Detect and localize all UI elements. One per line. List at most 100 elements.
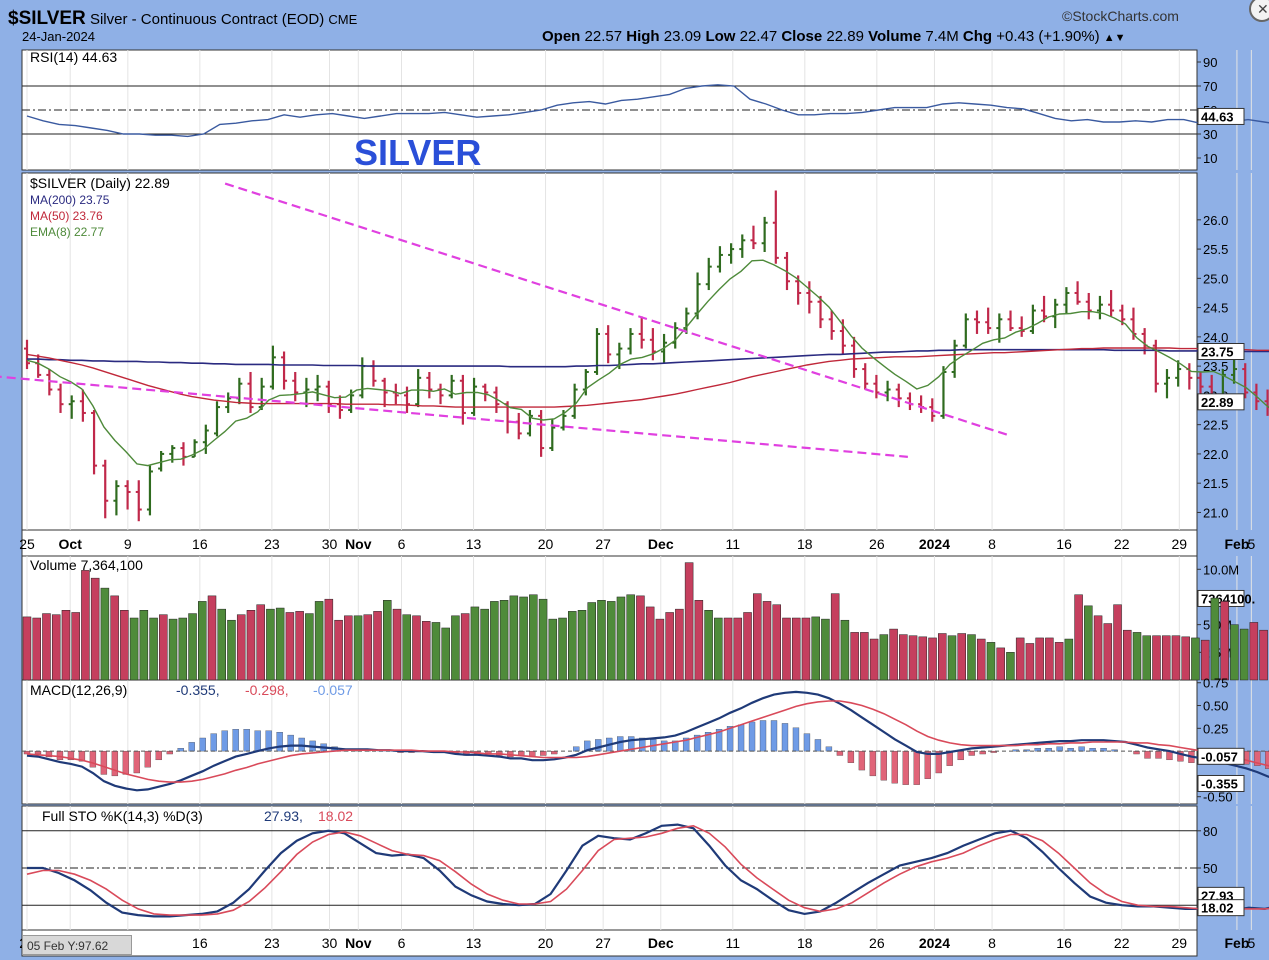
macd-histogram-bar: [803, 733, 811, 752]
volume-bar: [285, 612, 295, 681]
sto-d-marker-box: [1197, 899, 1245, 917]
macd-marker-box: [1197, 774, 1245, 792]
volume-bar: [548, 618, 558, 681]
ma50-label: MA(50) 23.76: [30, 209, 103, 223]
volume-bar: [1191, 637, 1200, 681]
price-bar: [571, 383, 578, 419]
price-bar: [627, 328, 634, 355]
macd-histogram-bar: [968, 750, 975, 756]
price-bar: [951, 339, 958, 378]
volume-bar: [976, 638, 986, 681]
volume-bar: [509, 595, 519, 681]
volume-bar: [967, 634, 976, 681]
sto-label: Full STO %K(14,3) %D(3): [42, 808, 203, 824]
date-tick-label: 30: [322, 935, 338, 951]
volume-bar: [714, 617, 723, 681]
macd-histogram-bar: [1144, 750, 1151, 759]
volume-bar: [675, 608, 684, 681]
date-tick-label: 13: [466, 536, 482, 552]
ohlc-line: Open 22.57 High 23.09 Low 22.47 Close 22…: [542, 28, 1126, 45]
price-bar: [1074, 281, 1081, 305]
macd-histogram-bar: [660, 740, 668, 752]
symbol: $SILVER: [8, 8, 86, 29]
volume-bar: [470, 606, 480, 681]
volume-bar: [587, 602, 596, 681]
price-bar: [783, 252, 790, 291]
price-bar: [426, 371, 433, 399]
sto-k-value: 27.93,: [264, 808, 303, 824]
macd-histogram-bar: [221, 730, 228, 752]
volume-bar: [538, 598, 548, 681]
date-tick-label: 27: [595, 536, 611, 552]
chg-menu-icon[interactable]: ▲▼: [1103, 32, 1126, 44]
low-value: 22.47: [739, 28, 778, 45]
price-bar: [57, 383, 64, 413]
rsi-marker-box: [1197, 107, 1245, 125]
volume-bar: [791, 617, 801, 681]
volume-bar: [412, 615, 421, 681]
date-axis-strip-bottom: [21, 929, 1198, 957]
brand-logo[interactable]: ©StockCharts.com: [1062, 8, 1179, 24]
price-bar: [124, 480, 131, 510]
macd-histogram-bar: [243, 729, 250, 752]
chg-label: Chg: [962, 28, 993, 45]
volume-bar: [1152, 635, 1161, 681]
volume-bar: [938, 633, 947, 681]
volume-bar: [762, 601, 772, 681]
price-bar: [806, 281, 813, 314]
date-axis-strip: [21, 529, 1198, 557]
date-tick-label: 20: [538, 536, 554, 552]
volume-bar: [120, 610, 129, 681]
volume-bar: [1093, 615, 1103, 681]
volume-bar: [499, 600, 509, 681]
ma-marker-box: [1197, 343, 1245, 360]
price-bar: [1163, 369, 1170, 399]
price-bar: [213, 401, 220, 437]
macd-histogram-bar: [880, 750, 888, 781]
price-bar: [1175, 360, 1182, 387]
volume-bar: [1103, 623, 1113, 681]
volume-bar: [460, 613, 470, 681]
ema8-line: [26, 259, 1269, 467]
price-bar: [940, 366, 947, 419]
volume-bar: [733, 617, 743, 681]
price-bar: [1108, 290, 1115, 317]
macd-axis-label: 0.25: [1203, 721, 1228, 736]
price-bar: [459, 374, 466, 425]
volume-bar: [314, 601, 324, 681]
volume-bar: [217, 608, 226, 681]
price-bar: [247, 371, 254, 413]
price-axis-label: 24.5: [1203, 301, 1228, 316]
trendline: [224, 182, 1010, 437]
price-bar: [817, 295, 824, 329]
price-bar: [1007, 310, 1014, 332]
ma-marker: 23.75: [1197, 343, 1245, 360]
price-bar: [1264, 389, 1269, 416]
date-tick-label: Feb: [1224, 935, 1249, 951]
silver-watermark: SILVER: [354, 132, 481, 173]
date-tick-label: 26: [869, 536, 885, 552]
macd-histogram-bar: [144, 750, 151, 768]
volume-axis-label: 10.0M: [1203, 562, 1239, 577]
volume-value: 7.4M: [925, 28, 959, 45]
volume-bar: [51, 614, 61, 681]
price-axis-label: 26.0: [1203, 213, 1228, 228]
volume-bar: [207, 595, 217, 681]
macd-histogram-bar: [1056, 746, 1063, 752]
volume-bar: [597, 600, 606, 681]
date-tick-label: 16: [1056, 935, 1072, 951]
close-button[interactable]: ✕: [1249, 0, 1269, 22]
macd-histogram-bar: [639, 737, 646, 752]
volume-bar: [441, 627, 450, 681]
price-bar: [68, 395, 75, 419]
macd-histogram-bar: [990, 750, 997, 753]
chg-value: +0.43 (+1.90%): [996, 28, 1100, 45]
date-tick-label: Nov: [345, 536, 372, 552]
price-bar: [91, 410, 98, 475]
volume-bar: [227, 619, 236, 681]
price-marker-text: 22.89: [1201, 395, 1234, 410]
volume-bar: [879, 634, 889, 681]
volume-bar: [421, 621, 431, 681]
ema8-label: EMA(8) 22.77: [30, 225, 104, 239]
volume-bar: [159, 614, 168, 681]
